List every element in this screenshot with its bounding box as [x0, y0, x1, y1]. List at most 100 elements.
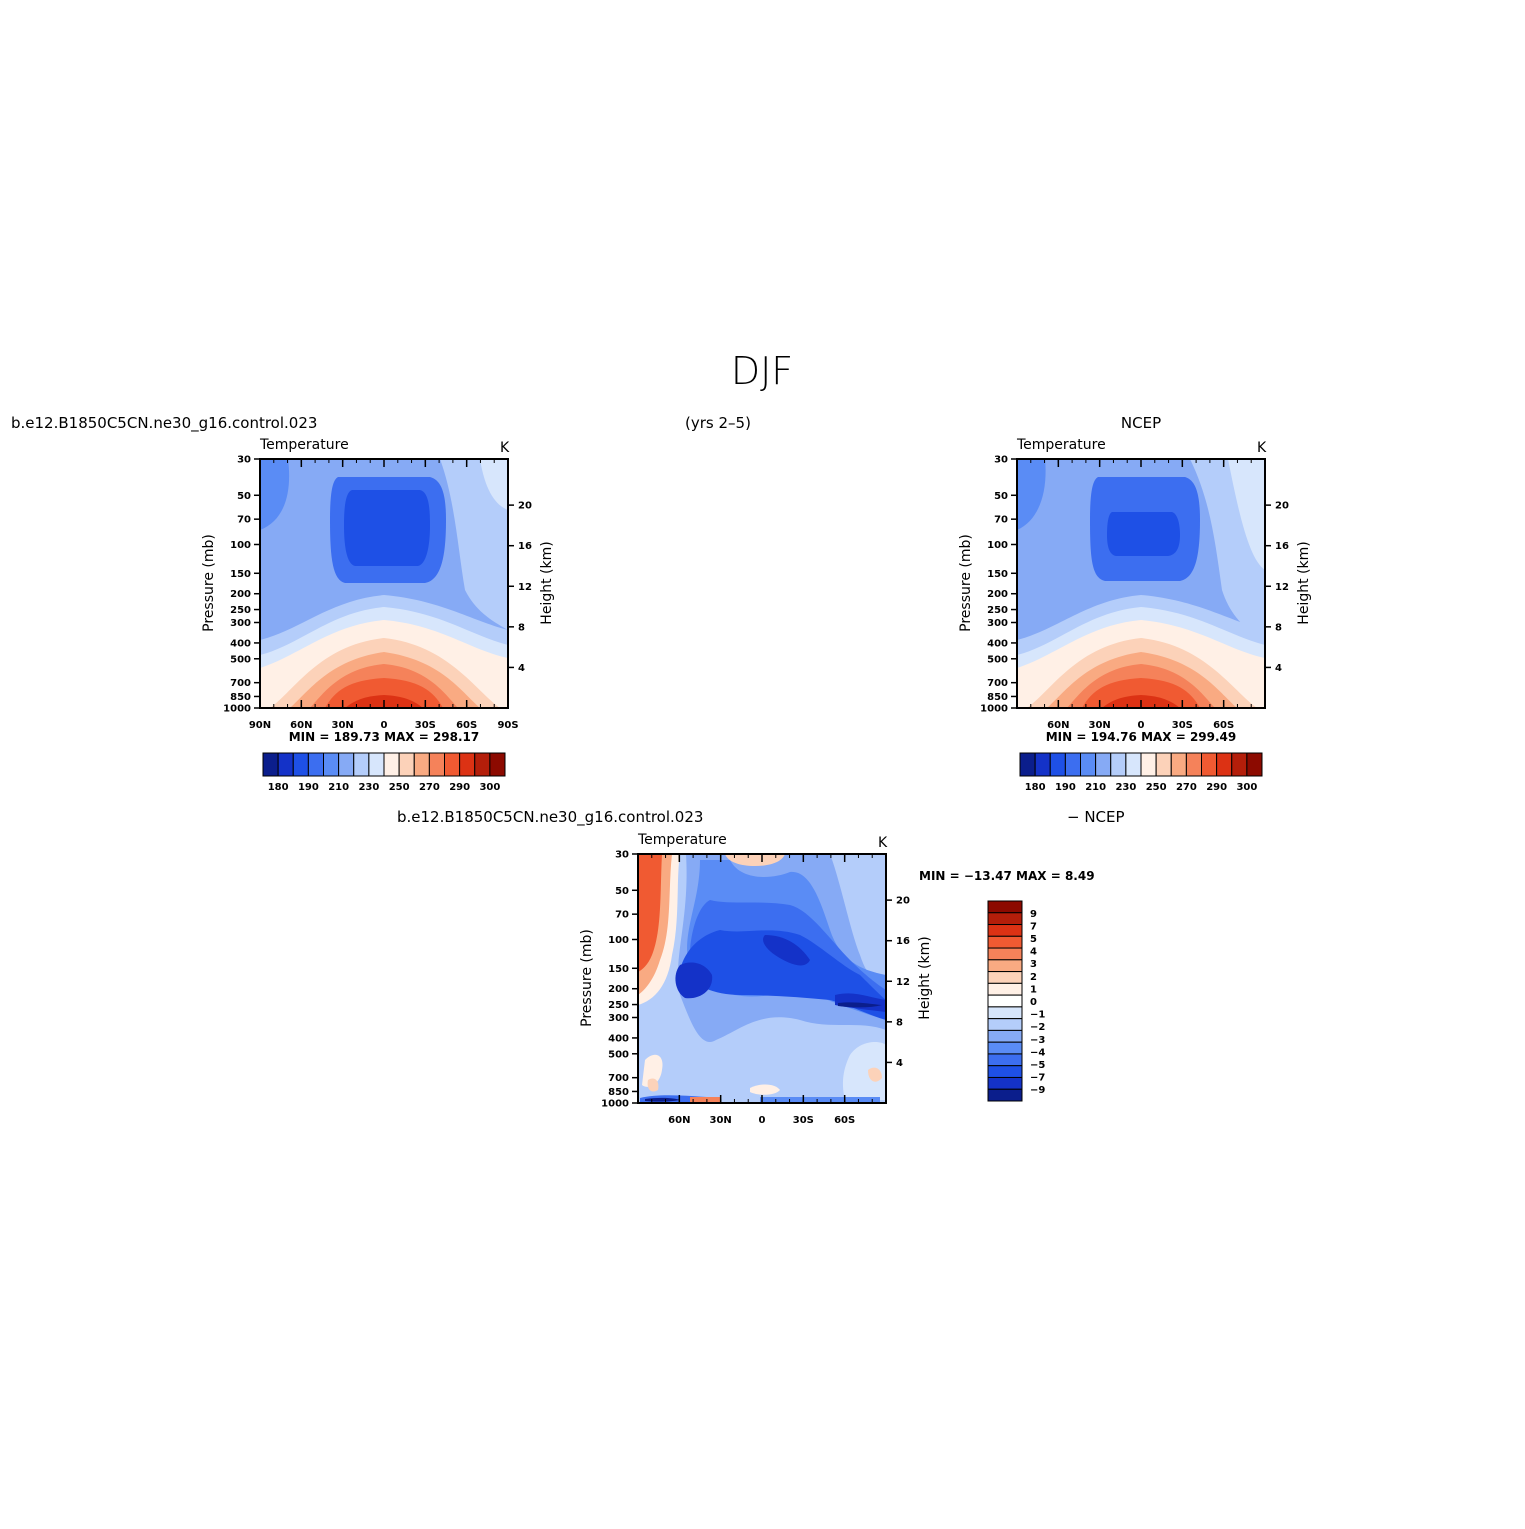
colorbar-label: 180	[268, 782, 289, 793]
model-variable-label: Temperature	[259, 437, 349, 453]
colorbar-swatch	[474, 752, 491, 777]
pressure-tick-label: 50	[237, 491, 251, 502]
colorbar-swatch	[368, 752, 385, 777]
colorbar-label: 300	[479, 782, 500, 793]
lat-tick-label: 0	[1138, 720, 1145, 731]
colorbar-label: −4	[1030, 1047, 1045, 1058]
pressure-tick-label: 150	[987, 569, 1008, 580]
colorbar-label: 180	[1025, 782, 1046, 793]
diff-variable-label: Temperature	[637, 832, 727, 848]
diff-min-max: MIN = −13.47 MAX = 8.49	[919, 869, 1095, 883]
height-tick-label: 8	[518, 622, 525, 633]
colorbar-swatch	[1170, 752, 1187, 777]
colorbar-swatch	[459, 752, 476, 777]
lat-tick-label: 60N	[290, 720, 312, 731]
colorbar-label: 1	[1030, 984, 1037, 995]
lat-tick-label: 60S	[456, 720, 477, 731]
season-title: DJF	[731, 349, 793, 393]
colorbar-label: −2	[1030, 1022, 1045, 1033]
model-lat-ticks: 90N 60N 30N 0 30S 60S 90S	[249, 459, 519, 731]
lat-tick-label: 30S	[793, 1115, 814, 1126]
colorbar-swatch	[1231, 752, 1248, 777]
colorbar-swatch	[398, 752, 415, 777]
pressure-tick-label: 150	[608, 964, 629, 975]
model-panel: Temperature K Pressure (mb) Height (km) …	[201, 437, 555, 793]
colorbar-swatch	[262, 752, 279, 777]
colorbar-label: 3	[1030, 959, 1037, 970]
colorbar-label: 190	[298, 782, 319, 793]
lat-tick-label: 30S	[1172, 720, 1193, 731]
colorbar-label: 210	[1085, 782, 1106, 793]
diff-colorbar: 97 5 43 21 0 −1−2 −3−4 −5 −7−9	[987, 900, 1045, 1102]
colorbar-swatch	[987, 959, 1023, 973]
diff-header-right: − NCEP	[1067, 808, 1125, 826]
obs-variable-label: Temperature	[1016, 437, 1106, 453]
pressure-tick-label: 500	[230, 654, 251, 665]
height-tick-label: 12	[896, 977, 910, 988]
model-pressure-axis-label: Pressure (mb)	[201, 534, 217, 632]
lat-tick-label: 90S	[497, 720, 518, 731]
model-height-ticks: 20 16 12 8 4	[508, 501, 532, 674]
diff-header-left: b.e12.B1850C5CN.ne30_g16.control.023	[397, 808, 703, 827]
pressure-tick-label: 250	[987, 605, 1008, 616]
colorbar-swatch	[1185, 752, 1202, 777]
colorbar-label: −7	[1030, 1073, 1045, 1084]
years-label: (yrs 2–5)	[685, 414, 751, 432]
model-contour-field	[260, 459, 508, 708]
height-tick-label: 16	[896, 936, 910, 947]
colorbar-swatch	[277, 752, 294, 777]
lat-tick-label: 60S	[1213, 720, 1234, 731]
diff-lat-ticks: 60N 30N 0 30S 60S	[651, 854, 873, 1126]
diff-contour-field	[638, 854, 886, 1103]
colorbar-swatch	[987, 982, 1023, 996]
pressure-tick-label: 30	[237, 455, 251, 466]
pressure-tick-label: 1000	[601, 1099, 629, 1110]
pressure-tick-label: 500	[608, 1049, 629, 1060]
colorbar-swatch	[987, 1006, 1023, 1020]
pressure-tick-label: 70	[994, 515, 1008, 526]
colorbar-swatch	[987, 971, 1023, 984]
pressure-tick-label: 200	[987, 589, 1008, 600]
lat-tick-label: 30N	[710, 1115, 732, 1126]
pressure-tick-label: 700	[987, 678, 1008, 689]
colorbar-label: 190	[1055, 782, 1076, 793]
pressure-tick-label: 700	[608, 1073, 629, 1084]
colorbar-swatch	[383, 752, 400, 777]
obs-min-max: MIN = 194.76 MAX = 299.49	[1046, 730, 1237, 744]
colorbar-swatch	[987, 935, 1023, 949]
pressure-tick-label: 150	[230, 569, 251, 580]
lat-tick-label: 60N	[668, 1115, 690, 1126]
obs-header: NCEP	[1121, 414, 1161, 432]
pressure-tick-label: 400	[987, 638, 1008, 649]
pressure-tick-label: 30	[615, 850, 629, 861]
colorbar-label: 250	[1146, 782, 1167, 793]
colorbar-swatch	[987, 994, 1023, 1008]
colorbar-swatch	[987, 900, 1023, 914]
colorbar-label: 4	[1030, 947, 1037, 958]
obs-lat-ticks: 60N 30N 0 30S 60S	[1030, 459, 1252, 731]
pressure-tick-label: 850	[608, 1087, 629, 1098]
pressure-tick-label: 70	[615, 910, 629, 921]
colorbar-swatch	[292, 752, 309, 777]
height-tick-label: 16	[518, 541, 532, 552]
colorbar-swatch	[1049, 752, 1066, 777]
colorbar-swatch	[413, 752, 430, 777]
pressure-tick-label: 1000	[980, 704, 1008, 715]
height-tick-label: 8	[1275, 622, 1282, 633]
colorbar-swatch	[1216, 752, 1233, 777]
colorbar-label: 290	[1206, 782, 1227, 793]
colorbar-label: 2	[1030, 972, 1037, 983]
obs-panel: Temperature K Pressure (mb) Height (km) …	[958, 437, 1312, 793]
colorbar-label: −9	[1030, 1085, 1045, 1096]
colorbar-swatch	[987, 1018, 1023, 1031]
model-header: b.e12.B1850C5CN.ne30_g16.control.023	[11, 414, 317, 433]
colorbar-swatch	[987, 1053, 1023, 1067]
pressure-tick-label: 300	[608, 1013, 629, 1024]
colorbar-swatch	[987, 1041, 1023, 1055]
colorbar-swatch	[1201, 752, 1218, 777]
colorbar-label: 250	[389, 782, 410, 793]
